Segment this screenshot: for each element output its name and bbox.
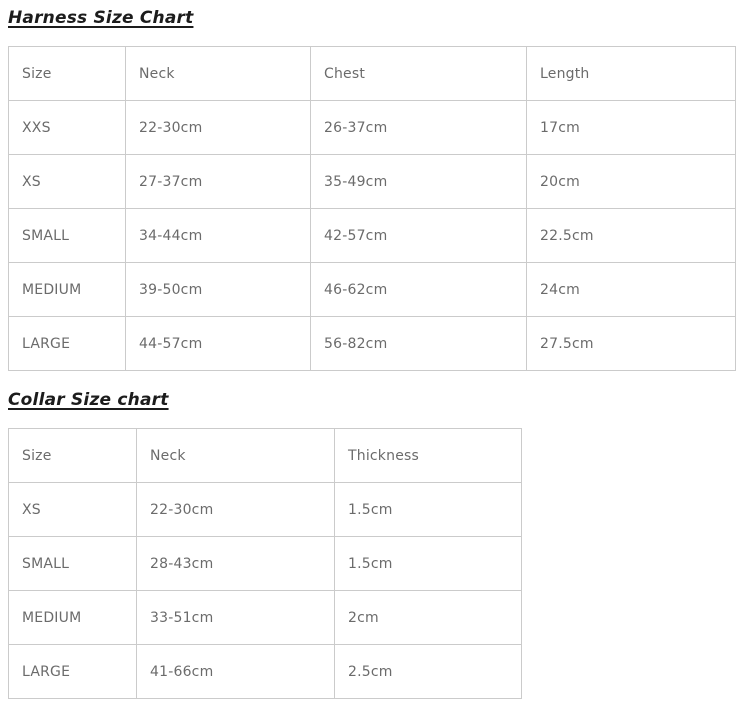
table-cell-chest: 42-57cm (310, 208, 527, 263)
collar-header-thickness: Thickness (334, 428, 522, 483)
harness-header-length: Length (526, 46, 736, 101)
table-cell-neck: 33-51cm (136, 590, 335, 645)
table-cell-neck: 22-30cm (136, 482, 335, 537)
table-cell-thickness: 2.5cm (334, 644, 522, 699)
table-cell-chest: 56-82cm (310, 316, 527, 371)
table-cell-length: 27.5cm (526, 316, 736, 371)
table-cell-size: SMALL (8, 536, 137, 591)
collar-header-size: Size (8, 428, 137, 483)
table-cell-chest: 35-49cm (310, 154, 527, 209)
harness-header-chest: Chest (310, 46, 527, 101)
table-row: SMALL 28-43cm 1.5cm (8, 536, 522, 591)
table-cell-neck: 39-50cm (125, 262, 311, 317)
table-row: MEDIUM 33-51cm 2cm (8, 590, 522, 645)
table-row: XS 22-30cm 1.5cm (8, 482, 522, 537)
collar-header-row: Size Neck Thickness (8, 428, 522, 483)
table-cell-size: XXS (8, 100, 126, 155)
table-row: LARGE 44-57cm 56-82cm 27.5cm (8, 316, 736, 371)
collar-chart-title: Collar Size chart (8, 390, 169, 410)
table-row: LARGE 41-66cm 2.5cm (8, 644, 522, 699)
table-cell-length: 24cm (526, 262, 736, 317)
collar-size-table: Size Neck Thickness XS 22-30cm 1.5cm SMA… (8, 428, 522, 699)
collar-header-neck: Neck (136, 428, 335, 483)
table-cell-size: MEDIUM (8, 590, 137, 645)
table-cell-length: 22.5cm (526, 208, 736, 263)
table-cell-length: 20cm (526, 154, 736, 209)
table-cell-neck: 44-57cm (125, 316, 311, 371)
table-cell-neck: 22-30cm (125, 100, 311, 155)
table-cell-length: 17cm (526, 100, 736, 155)
table-cell-thickness: 2cm (334, 590, 522, 645)
table-cell-neck: 41-66cm (136, 644, 335, 699)
table-cell-thickness: 1.5cm (334, 482, 522, 537)
table-cell-chest: 26-37cm (310, 100, 527, 155)
table-cell-size: XS (8, 482, 137, 537)
table-cell-size: MEDIUM (8, 262, 126, 317)
harness-header-neck: Neck (125, 46, 311, 101)
harness-size-table: Size Neck Chest Length XXS 22-30cm 26-37… (8, 46, 736, 371)
table-cell-size: SMALL (8, 208, 126, 263)
table-cell-neck: 27-37cm (125, 154, 311, 209)
table-cell-neck: 28-43cm (136, 536, 335, 591)
table-cell-thickness: 1.5cm (334, 536, 522, 591)
table-cell-chest: 46-62cm (310, 262, 527, 317)
harness-header-row: Size Neck Chest Length (8, 46, 736, 101)
table-row: XXS 22-30cm 26-37cm 17cm (8, 100, 736, 155)
table-cell-neck: 34-44cm (125, 208, 311, 263)
table-row: MEDIUM 39-50cm 46-62cm 24cm (8, 262, 736, 317)
harness-header-size: Size (8, 46, 126, 101)
table-cell-size: LARGE (8, 644, 137, 699)
harness-chart-title: Harness Size Chart (8, 8, 194, 28)
table-row: XS 27-37cm 35-49cm 20cm (8, 154, 736, 209)
table-cell-size: XS (8, 154, 126, 209)
table-cell-size: LARGE (8, 316, 126, 371)
table-row: SMALL 34-44cm 42-57cm 22.5cm (8, 208, 736, 263)
